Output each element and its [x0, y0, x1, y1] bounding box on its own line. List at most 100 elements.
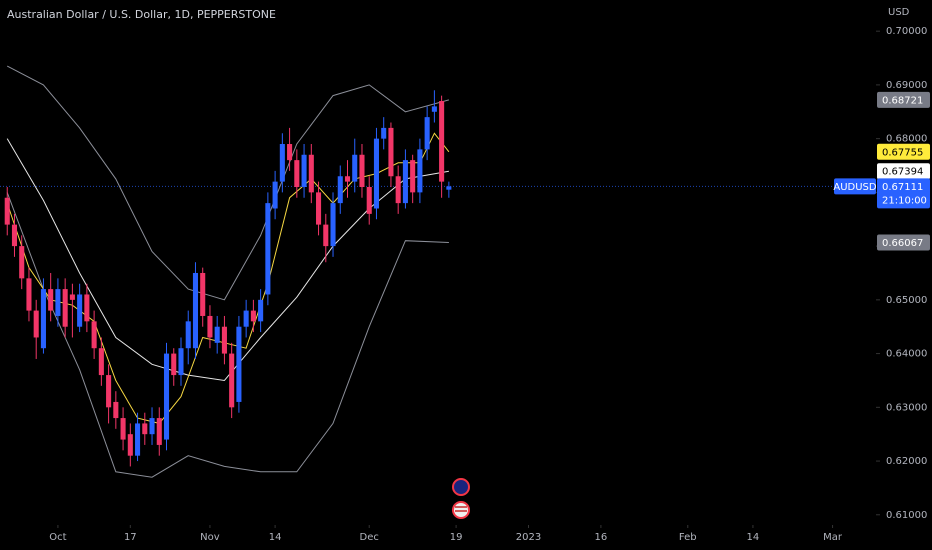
y-tick-label: 0.61000 — [886, 510, 927, 521]
y-tick-label: 0.65000 — [886, 295, 927, 306]
candle-body — [163, 353, 170, 440]
event-icon[interactable] — [452, 501, 470, 519]
candle-body — [4, 197, 10, 225]
candle-body — [359, 154, 365, 188]
candle-body — [381, 127, 387, 139]
candle-body — [156, 418, 162, 445]
candle-body — [178, 348, 184, 376]
x-tick-label: Dec — [360, 532, 379, 543]
candle-body — [33, 310, 39, 338]
axis-unit: USD — [888, 7, 910, 18]
candle-body — [410, 160, 416, 193]
price-tag-value: 0.67111 — [882, 182, 923, 193]
candle-body — [250, 310, 256, 322]
candle-body — [200, 272, 206, 316]
candle-body — [417, 149, 423, 193]
candle-body — [55, 289, 61, 316]
overlay-line — [6, 65, 450, 301]
candle-body — [40, 289, 46, 349]
price-label: 0.67394 — [882, 167, 923, 178]
candle-body — [19, 246, 25, 279]
x-tick-label: 19 — [450, 532, 463, 543]
event-icons — [452, 478, 470, 519]
candle-body — [91, 321, 97, 349]
y-tick-label: 0.63000 — [886, 402, 927, 413]
candle-body — [395, 176, 401, 204]
candle-body — [279, 144, 285, 182]
x-tick-label: Oct — [49, 532, 66, 543]
candle-body — [62, 289, 68, 327]
candle-body — [48, 289, 54, 311]
candle-body — [330, 203, 336, 247]
candle-body — [301, 154, 307, 188]
candle-body — [366, 187, 372, 214]
x-tick-label: 14 — [269, 532, 282, 543]
candle-body — [77, 294, 83, 327]
overlay-line — [6, 132, 450, 424]
x-tick-label: 14 — [747, 532, 760, 543]
candle-body — [113, 401, 119, 419]
event-icon[interactable] — [452, 478, 470, 496]
candle-body — [26, 278, 32, 311]
price-label: 0.68721 — [882, 95, 923, 106]
candle-body — [272, 181, 278, 209]
candle-body — [388, 127, 394, 177]
price-label: 0.67755 — [882, 147, 923, 158]
candle-body — [185, 321, 191, 349]
price-label-box — [877, 234, 930, 251]
y-tick-label: 0.62000 — [886, 456, 927, 467]
candle-body — [98, 348, 104, 376]
candle-body — [243, 310, 249, 327]
candle-body — [431, 106, 437, 112]
candle-body — [236, 326, 242, 402]
price-label: 0.66067 — [882, 238, 923, 249]
price-tag-box — [877, 178, 930, 209]
price-tag-countdown: 21:10:00 — [882, 195, 927, 206]
y-tick-label: 0.64000 — [886, 349, 927, 360]
price-label-box — [877, 163, 930, 180]
candle-body — [69, 294, 75, 300]
candle-body — [294, 160, 300, 188]
candle-body — [207, 315, 213, 338]
candle-body — [344, 176, 351, 182]
candle-body — [373, 138, 379, 209]
candle-body — [106, 375, 112, 408]
candle-body — [142, 423, 148, 435]
price-label-box — [877, 91, 930, 108]
x-tick-label: 16 — [595, 532, 608, 543]
candle-body — [127, 434, 133, 456]
candle-body — [258, 299, 264, 322]
candle-body — [424, 117, 430, 150]
price-label-box — [877, 143, 930, 160]
candle-body — [402, 160, 408, 204]
symbol-tag-box — [834, 178, 876, 195]
candle-body — [135, 423, 141, 456]
candle-body — [337, 176, 343, 204]
candle-body — [120, 418, 126, 440]
x-tick-label: Feb — [679, 532, 697, 543]
candle-body — [149, 418, 155, 435]
y-tick-label: 0.69000 — [886, 80, 927, 91]
candle-body — [316, 192, 322, 225]
y-tick-label: 0.70000 — [886, 26, 927, 37]
candle-body — [192, 272, 199, 349]
candle-body — [214, 326, 220, 343]
x-tick-label: Nov — [200, 532, 220, 543]
candle-body — [352, 154, 358, 182]
candle-body — [446, 186, 452, 190]
chart-title: Australian Dollar / U.S. Dollar, 1D, PEP… — [7, 8, 276, 21]
candle-body — [308, 154, 314, 193]
candle-body — [84, 294, 90, 322]
x-tick-label: 17 — [124, 532, 137, 543]
symbol-tag: AUDUSD — [833, 182, 877, 193]
x-tick-label: Mar — [823, 532, 843, 543]
candle-body — [265, 203, 271, 295]
candle-body — [11, 224, 18, 247]
candle-body — [221, 326, 227, 354]
overlay-line — [6, 192, 449, 478]
candle-body — [323, 224, 329, 247]
candle-body — [287, 144, 293, 161]
